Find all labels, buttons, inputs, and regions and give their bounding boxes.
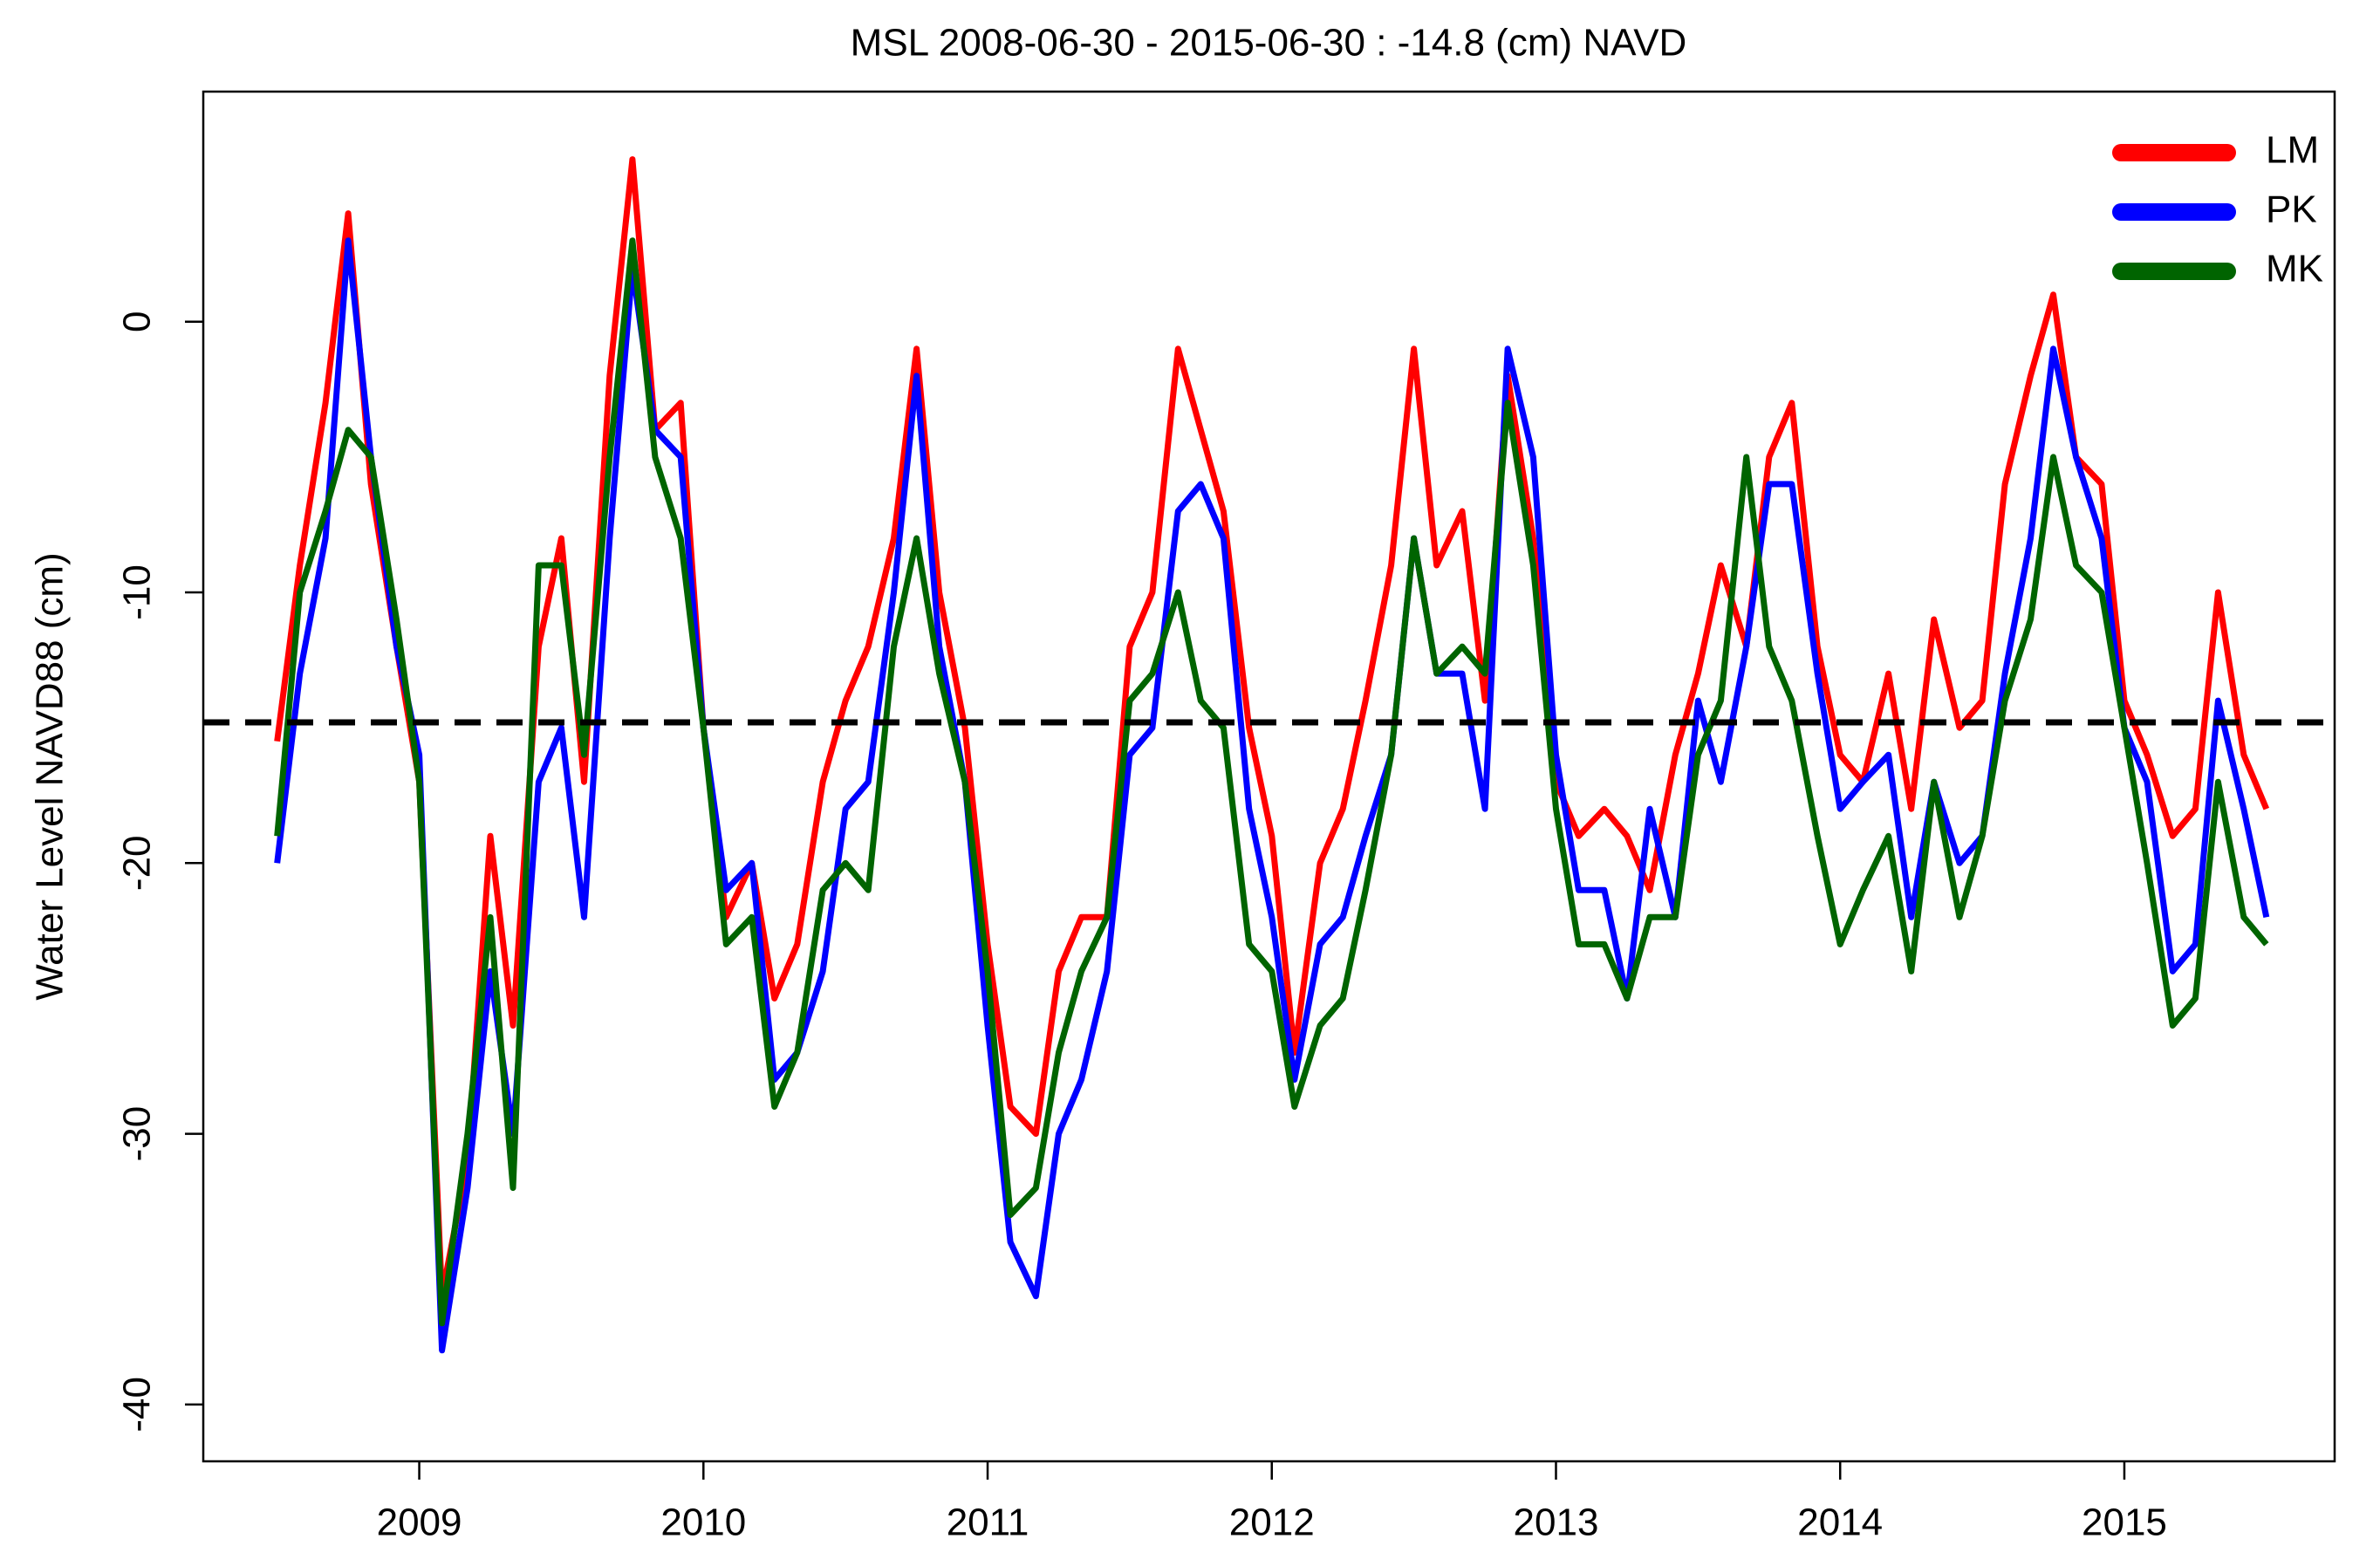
series-line bbox=[274, 237, 2269, 1327]
y-axis-label: Water Level NAVD88 (cm) bbox=[29, 552, 72, 1000]
y-tick-label: -20 bbox=[116, 835, 159, 891]
x-tick-label: 2010 bbox=[660, 1501, 746, 1544]
series-line bbox=[274, 156, 2270, 1300]
y-tick-label: -30 bbox=[116, 1106, 159, 1162]
x-tick-label: 2011 bbox=[947, 1501, 1029, 1544]
legend-label: MK bbox=[2266, 248, 2323, 291]
y-tick-label: 0 bbox=[116, 311, 159, 332]
x-tick-label: 2013 bbox=[1514, 1501, 1599, 1544]
legend-label: LM bbox=[2266, 129, 2319, 172]
x-tick-label: 2014 bbox=[1797, 1501, 1883, 1544]
chart-title: MSL 2008-06-30 - 2015-06-30 : -14.8 (cm)… bbox=[851, 22, 1687, 65]
legend-label: PK bbox=[2266, 188, 2317, 231]
plot-frame bbox=[202, 90, 2336, 1463]
y-tick-label: -10 bbox=[116, 564, 159, 620]
x-tick-label: 2015 bbox=[2082, 1501, 2167, 1544]
x-tick-label: 2009 bbox=[377, 1501, 462, 1544]
y-tick-label: -40 bbox=[116, 1377, 159, 1433]
x-tick-label: 2012 bbox=[1229, 1501, 1315, 1544]
